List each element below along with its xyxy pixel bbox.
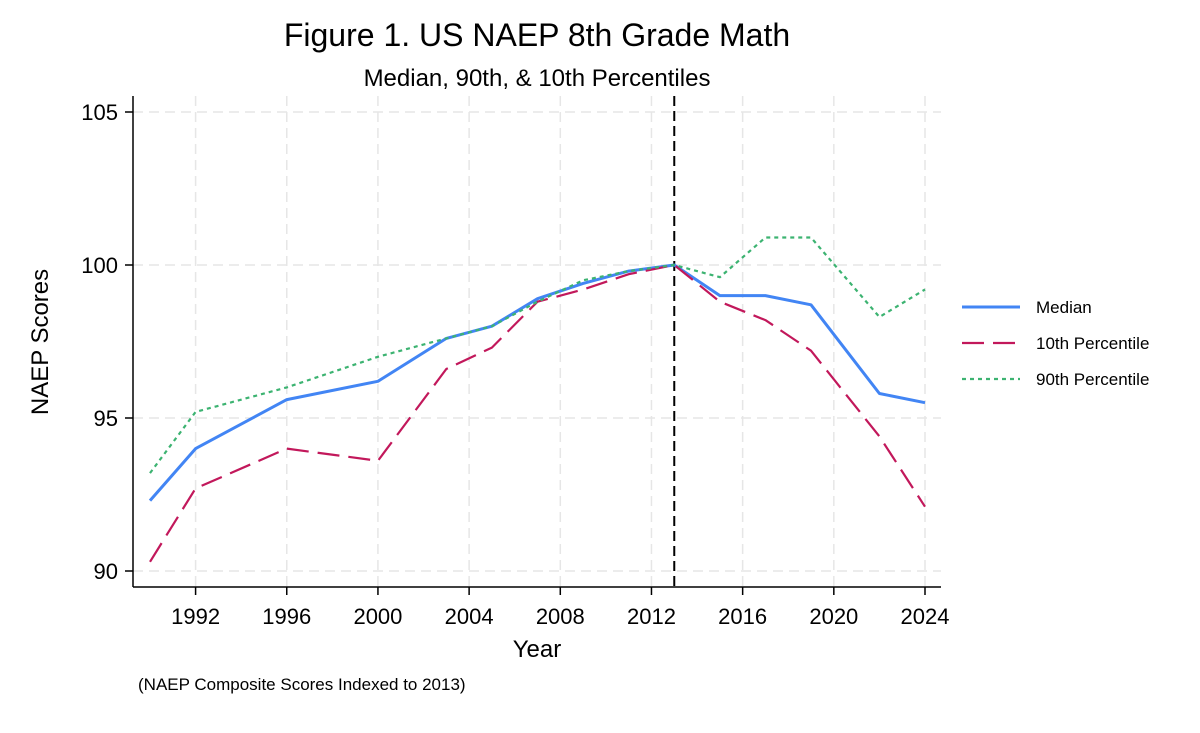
legend-label: 10th Percentile — [1036, 334, 1149, 353]
y-axis-title: NAEP Scores — [27, 269, 54, 415]
y-tick-label: 100 — [81, 253, 118, 278]
series-line-90th-percentile — [149, 236, 926, 474]
chart-subtitle: Median, 90th, & 10th Percentiles — [364, 65, 711, 92]
x-tick-label: 2016 — [718, 604, 767, 629]
y-tick-label: 95 — [94, 406, 118, 431]
legend: Median 10th Percentile 90th Percentile — [962, 298, 1149, 389]
gridlines — [133, 96, 941, 587]
x-tick-label: 2000 — [353, 604, 402, 629]
legend-label: Median — [1036, 298, 1092, 317]
axes — [132, 96, 941, 588]
x-tick-label: 2012 — [627, 604, 676, 629]
y-tick-label: 90 — [94, 559, 118, 584]
x-tick-label: 2024 — [901, 604, 950, 629]
series-lines — [148, 236, 926, 563]
x-axis-title: Year — [513, 636, 562, 663]
x-tick-label: 1996 — [262, 604, 311, 629]
chart-title: Figure 1. US NAEP 8th Grade Math — [284, 17, 790, 53]
chart-note: (NAEP Composite Scores Indexed to 2013) — [138, 675, 466, 694]
x-tick-labels: 1992 1996 2000 2004 2008 2012 2016 2020 2024 — [171, 587, 949, 629]
x-tick-label: 2008 — [536, 604, 585, 629]
y-tick-label: 105 — [81, 100, 118, 125]
legend-label: 90th Percentile — [1036, 370, 1149, 389]
x-tick-label: 2020 — [809, 604, 858, 629]
y-tick-labels: 90 95 100 105 — [81, 100, 133, 584]
x-tick-label: 1992 — [171, 604, 220, 629]
x-tick-label: 2004 — [445, 604, 494, 629]
series-line-10th-percentile — [149, 263, 926, 563]
series-line-median — [148, 263, 926, 502]
